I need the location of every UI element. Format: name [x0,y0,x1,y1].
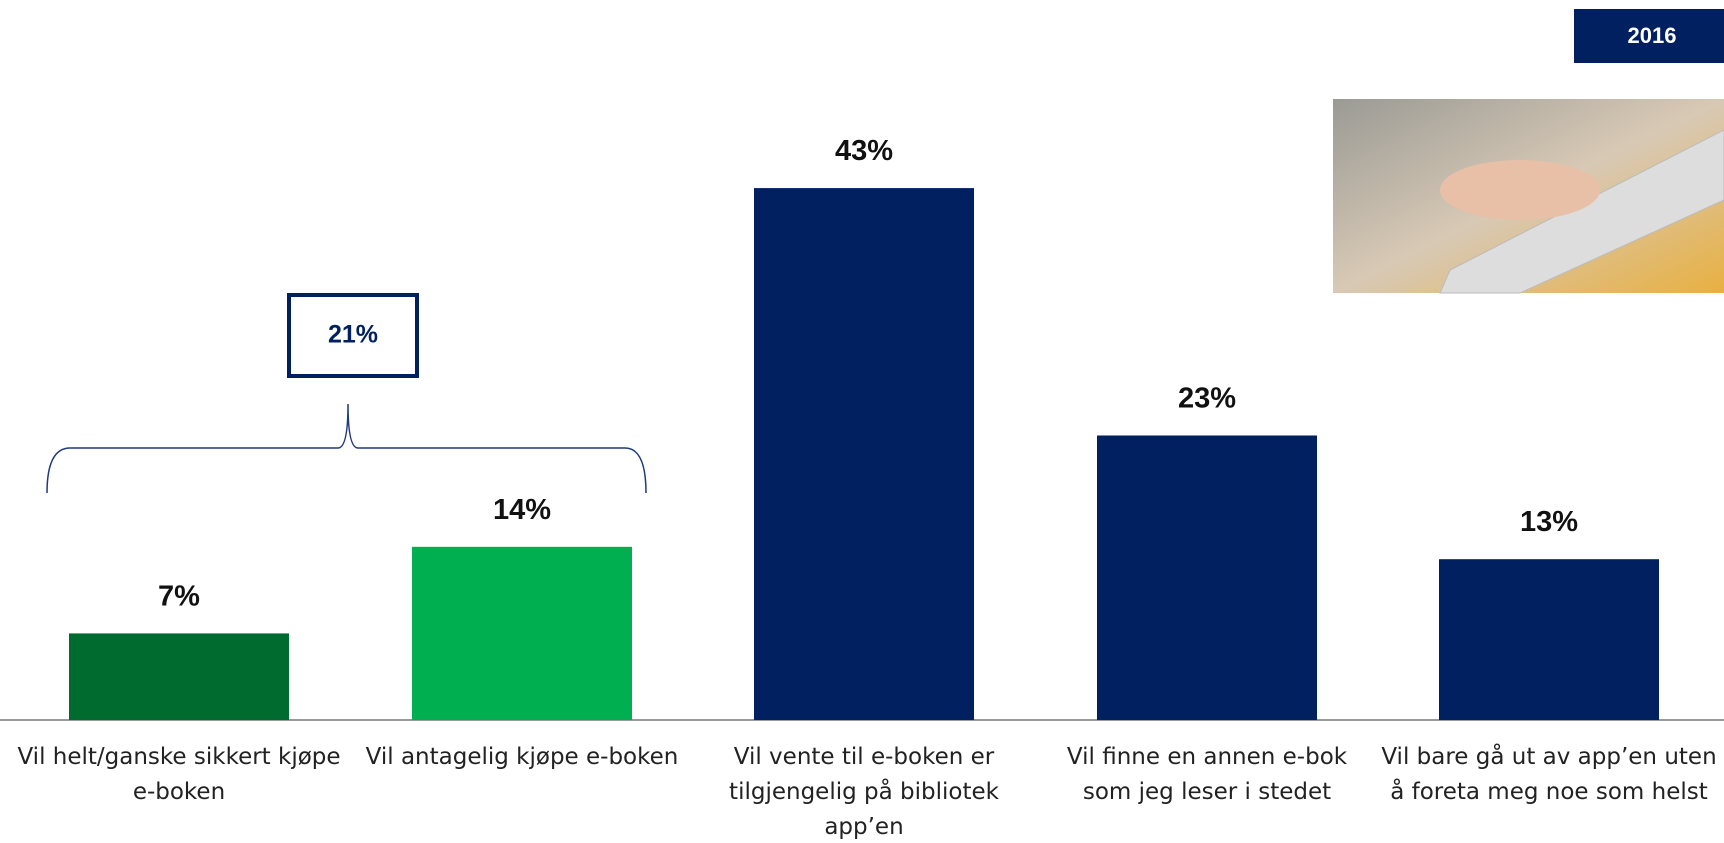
value-label: 13% [1520,506,1578,538]
category-label: Vil vente til e-boken er tilgjengelig på… [729,744,999,840]
annotation-box [287,293,419,378]
bar [412,546,632,720]
category-label: Vil helt/ganske sikkert kjøpe e-boken [17,744,341,805]
bar [1439,559,1659,720]
bracket [46,403,647,494]
bar [69,633,289,720]
badge: 2016 [1628,23,1677,48]
category-label: Vil bare gå ut av app’en uten å foreta m… [1381,744,1717,805]
value-label: 43% [835,135,893,167]
annotation-label: 21% [328,321,378,349]
value-label: 7% [158,580,200,612]
bar [1097,435,1317,720]
value-label: 23% [1178,382,1236,414]
bar [754,188,974,721]
category-label: Vil antagelig kjøpe e-boken [365,744,679,770]
category-label: Vil finne en annen e-bok som jeg leser i… [1066,744,1348,805]
photo [1333,99,1724,294]
value-label: 14% [493,494,551,526]
badge-bg [1574,9,1724,63]
